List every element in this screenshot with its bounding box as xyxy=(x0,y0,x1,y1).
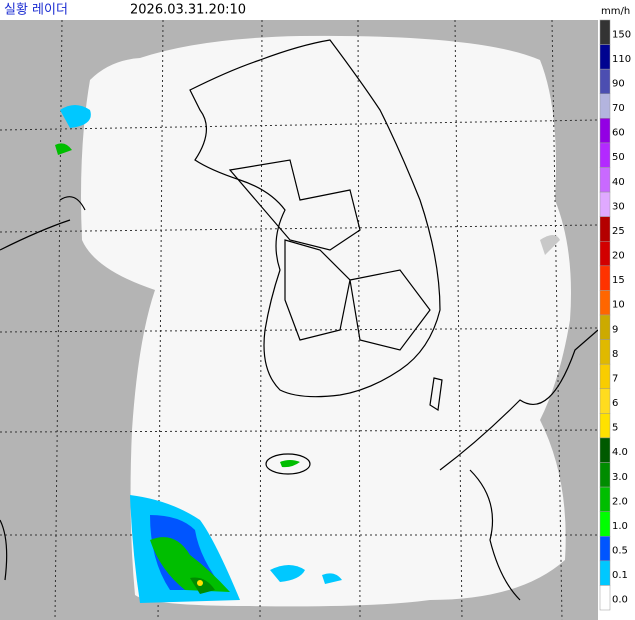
legend-swatch xyxy=(599,241,611,267)
legend-label: 0.0 xyxy=(612,595,628,606)
legend-label: 9 xyxy=(612,324,618,335)
legend-swatch xyxy=(599,290,611,316)
map xyxy=(0,19,599,620)
legend-label: 15 xyxy=(612,275,625,286)
legend-label: 4.0 xyxy=(612,447,628,458)
legend-swatch xyxy=(599,118,611,144)
legend-label: 7 xyxy=(612,373,618,384)
legend-label: 70 xyxy=(612,103,625,114)
legend-swatch xyxy=(599,560,611,586)
timestamp: 2026.03.31.20:10 xyxy=(130,3,246,18)
coastlines xyxy=(0,39,599,601)
title: 실황 레이더 xyxy=(4,3,68,18)
legend-label: 90 xyxy=(612,78,625,89)
legend-label: 30 xyxy=(612,201,625,212)
legend-label: 25 xyxy=(612,226,625,237)
legend-swatch xyxy=(599,388,611,414)
legend-swatch xyxy=(599,19,611,45)
legend-swatch xyxy=(599,339,611,365)
legend-label: 6 xyxy=(612,398,618,409)
legend: 150 110 90 70 60 50 40 30 25 20 15 10 9 8 7 6 5 4.0 3.0 2.0… xyxy=(599,19,631,611)
legend-swatch xyxy=(599,314,611,340)
legend-label: 110 xyxy=(612,54,631,65)
legend-label: 150 xyxy=(612,29,631,40)
legend-swatch xyxy=(599,265,611,291)
legend-label: 20 xyxy=(612,251,625,262)
legend-swatch xyxy=(599,486,611,512)
legend-swatch xyxy=(599,536,611,562)
legend-label: 3.0 xyxy=(612,472,628,483)
legend-label: 8 xyxy=(612,349,618,360)
legend-label: 0.1 xyxy=(612,570,628,581)
legend-label: 5 xyxy=(612,423,618,434)
legend-swatch xyxy=(599,216,611,242)
legend-swatch xyxy=(599,413,611,439)
legend-swatch xyxy=(599,511,611,537)
legend-swatch xyxy=(599,167,611,193)
legend-label: 50 xyxy=(612,152,625,163)
unit: mm/h xyxy=(601,6,630,17)
legend-swatch xyxy=(599,93,611,119)
legend-swatch xyxy=(599,44,611,70)
legend-label: 40 xyxy=(612,177,625,188)
legend-swatch xyxy=(599,363,611,389)
legend-swatch xyxy=(599,142,611,168)
legend-swatch xyxy=(599,585,611,611)
legend-swatch xyxy=(599,437,611,463)
legend-label: 1.0 xyxy=(612,521,628,532)
legend-swatch xyxy=(599,68,611,94)
precipitation xyxy=(55,105,560,603)
legend-label: 0.5 xyxy=(612,546,628,557)
legend-label: 60 xyxy=(612,128,625,139)
legend-label: 2.0 xyxy=(612,496,628,507)
legend-swatch xyxy=(599,191,611,217)
legend-swatch xyxy=(599,462,611,488)
legend-label: 10 xyxy=(612,300,625,311)
